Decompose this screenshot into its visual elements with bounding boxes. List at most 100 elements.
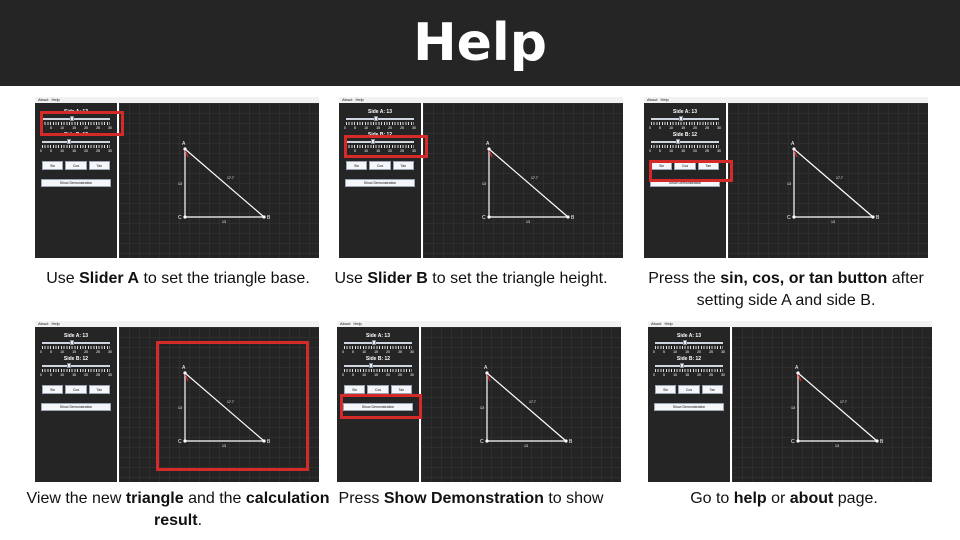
slider-b-knob[interactable] [680,363,685,368]
tick-label: 15 [72,126,76,130]
vertex-a-label: A [486,141,490,147]
vertex-a-label: A [795,365,799,371]
caption-bold: triangle [125,490,184,507]
vertex-c-label: C [480,439,484,445]
slider-b[interactable] [42,363,110,368]
show-demonstration-button[interactable]: Show Demonstration [343,403,413,411]
slider-a[interactable] [346,116,414,121]
sin-button[interactable]: Sin [655,385,677,394]
slider-a-knob[interactable] [69,116,74,121]
sin-button[interactable]: Sin [344,385,366,394]
menu-about[interactable]: About [340,321,351,326]
tick-label: 20 [84,350,88,354]
tick-label: 10 [60,350,64,354]
trig-button-row: Sin Cos Tan [345,161,415,170]
slider-b[interactable] [651,139,719,144]
tick-label: 30 [717,149,721,153]
tick-label: 5 [659,149,661,153]
vertex-b-label: B [571,215,575,221]
slider-b-knob[interactable] [371,139,376,144]
caption-5: Press Show Demonstration to show [311,488,631,510]
tick-label: 10 [673,373,677,377]
vertex-c-dot [183,215,187,219]
triangle-drawing: A C B 17.7 13 13 [787,141,880,224]
side-b-label: Side B: 12 [676,356,702,362]
tick-label: 20 [84,126,88,130]
panel-divider [421,103,423,258]
caption-bold2: about [789,490,834,507]
triangle-canvas: A C B 17.7 13 13 [119,103,319,258]
slider-a-knob[interactable] [678,116,683,121]
triangle-drawing: A C B 17.7 13 13 [480,365,573,448]
menu-about[interactable]: About [342,97,353,102]
show-demonstration-button[interactable]: Show Demonstration [345,179,415,187]
angle-marker [488,149,493,158]
tick-label: 0 [649,126,651,130]
menu-help[interactable]: Help [51,321,60,326]
side-a-label: Side A: 13 [366,333,390,339]
slider-b-knob[interactable] [369,363,374,368]
tan-button[interactable]: Tan [701,385,723,394]
show-demonstration-button[interactable]: Show Demonstration [41,403,111,411]
slider-a[interactable] [42,340,110,345]
cos-button[interactable]: Cos [65,161,87,170]
tick-label: 10 [362,350,366,354]
menu-bar: About Help [337,321,621,327]
tan-button[interactable]: Tan [88,385,110,394]
tan-button[interactable]: Tan [88,161,110,170]
cos-button[interactable]: Cos [367,385,389,394]
vertex-a-label: A [182,141,186,147]
sin-button[interactable]: Sin [42,385,64,394]
menu-help[interactable]: Help [355,97,364,102]
tick-label: 10 [60,149,64,153]
tick-label: 15 [685,350,689,354]
sin-button[interactable]: Sin [42,161,64,170]
menu-help[interactable]: Help [51,97,60,102]
caption-pre: View the new [26,490,126,507]
panel-divider [117,327,119,482]
menu-help[interactable]: Help [660,97,669,102]
caption-post: or [766,490,790,507]
slider-a-ticks [42,346,110,349]
slider-a[interactable] [655,340,723,345]
menu-help[interactable]: Help [353,321,362,326]
trig-button-row: Sin Cos Tan [654,385,724,394]
tick-label: 15 [374,373,378,377]
slider-a[interactable] [344,340,412,345]
slider-a[interactable] [42,116,110,121]
menu-help[interactable]: Help [664,321,673,326]
slider-a-knob[interactable] [371,340,376,345]
height-length-label: 13 [482,182,486,186]
slider-b[interactable] [344,363,412,368]
sin-button[interactable]: Sin [346,161,368,170]
tan-button[interactable]: Tan [390,385,412,394]
menu-about[interactable]: About [38,321,49,326]
tick-label: 30 [108,350,112,354]
cos-button[interactable]: Cos [65,385,87,394]
slider-b-knob[interactable] [67,139,72,144]
slider-b[interactable] [42,139,110,144]
slider-a-knob[interactable] [69,340,74,345]
tick-label: 5 [663,373,665,377]
menu-about[interactable]: About [647,97,658,102]
side-a-label: Side A: 13 [673,109,697,115]
tick-label: 5 [659,126,661,130]
slider-b-knob[interactable] [676,139,681,144]
show-demonstration-button[interactable]: Show Demonstration [41,179,111,187]
slider-a-knob[interactable] [682,340,687,345]
cos-button[interactable]: Cos [678,385,700,394]
slider-b[interactable] [346,139,414,144]
height-length-label: 13 [178,406,182,410]
slider-b-knob[interactable] [67,363,72,368]
show-demonstration-button[interactable]: Show Demonstration [654,403,724,411]
tick-label: 25 [398,350,402,354]
cos-button[interactable]: Cos [369,161,391,170]
title-banner [0,0,960,86]
slider-a[interactable] [651,116,719,121]
slider-a-knob[interactable] [373,116,378,121]
menu-about[interactable]: About [651,321,662,326]
slider-b[interactable] [655,363,723,368]
menu-about[interactable]: About [38,97,49,102]
tan-button[interactable]: Tan [392,161,414,170]
trig-button-row: Sin Cos Tan [343,385,413,394]
